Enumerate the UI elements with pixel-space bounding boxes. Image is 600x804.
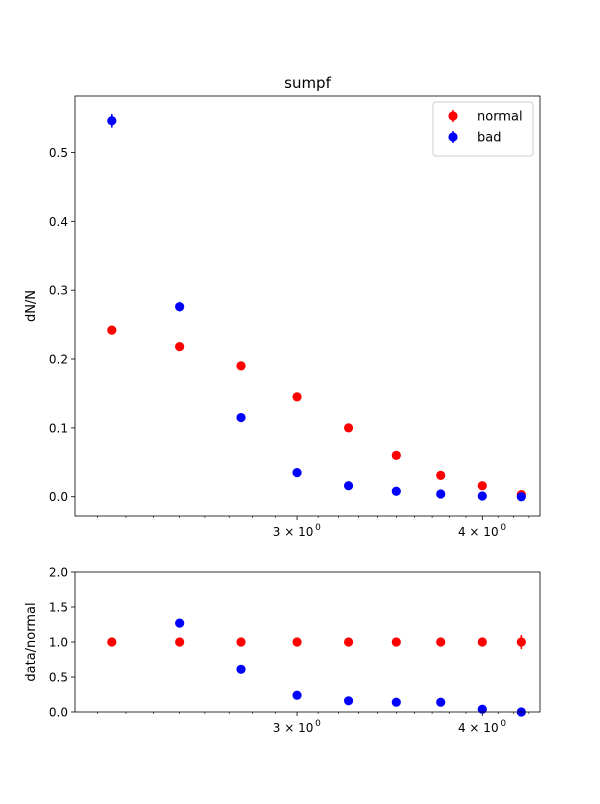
main-normal-point: [175, 342, 185, 352]
main-y-tick-label: 0.0: [49, 490, 68, 504]
ratio-y-axis-label: data/normal: [24, 602, 39, 681]
main-y-tick-label: 0.2: [49, 353, 68, 367]
main-x-tick-exponent: 0: [500, 523, 506, 533]
ratio-normal-point: [516, 637, 526, 647]
legend-box: [432, 101, 534, 157]
ratio-panel: 3 × 10 0 4 × 10 00.00.51.01.52.0: [49, 566, 541, 735]
ratio-bad-point: [391, 697, 401, 707]
main-bad-point: [477, 491, 487, 501]
ratio-y-tick-label: 0.0: [49, 706, 68, 720]
ratio-bad-point: [292, 690, 302, 700]
legend-bad-marker: [448, 132, 458, 142]
main-normal-point: [236, 361, 246, 371]
legend-bad-label: bad: [477, 131, 501, 146]
main-axes-frame: [74, 95, 541, 517]
main-x-tick-label: 3 × 10: [273, 525, 314, 539]
main-bad-point: [391, 486, 401, 496]
main-y-tick-label: 0.1: [49, 421, 68, 435]
main-bad-point: [516, 492, 526, 502]
main-normal-point: [436, 470, 446, 480]
main-normal-point: [477, 481, 487, 491]
main-y-axis-label: dN/N: [24, 290, 39, 322]
ratio-bad-point: [436, 697, 446, 707]
main-bad-point: [343, 481, 354, 491]
ratio-bad-point: [236, 664, 246, 674]
main-bad-point: [175, 302, 185, 312]
main-y-tick-label: 0.5: [49, 146, 68, 160]
ratio-x-tick-exponent: 0: [315, 719, 321, 729]
main-normal-point: [391, 450, 401, 461]
legend-normal-marker: [448, 111, 458, 121]
main-chart-title: sumpf: [284, 74, 331, 92]
main-x-tick-label: 4 × 10: [458, 525, 499, 539]
ratio-normal-point: [477, 637, 487, 647]
main-x-tick-exponent: 0: [315, 523, 321, 533]
main-y-tick-label: 0.4: [49, 215, 68, 229]
main-y-tick-label: 0.3: [49, 284, 68, 298]
legend-normal-label: normal: [477, 110, 523, 125]
legend: normal bad: [432, 101, 534, 157]
ratio-y-tick-label: 0.5: [49, 671, 68, 685]
ratio-normal-point: [236, 637, 246, 647]
ratio-bad-point: [175, 618, 185, 628]
ratio-normal-point: [391, 637, 401, 647]
main-normal-point: [292, 392, 302, 402]
ratio-bad-point: [343, 696, 354, 706]
ratio-normal-point: [436, 637, 446, 647]
ratio-bad-point: [477, 704, 487, 714]
main-bad-point: [292, 468, 302, 478]
main-bad-point: [236, 412, 246, 423]
main-bad-point: [436, 489, 446, 499]
ratio-normal-point: [292, 637, 302, 647]
ratio-x-tick-label: 4 × 10: [458, 721, 499, 735]
main-normal-point: [343, 423, 354, 433]
ratio-normal-point: [107, 637, 117, 647]
ratio-y-tick-label: 1.5: [49, 601, 68, 615]
ratio-x-tick-exponent: 0: [500, 719, 506, 729]
main-normal-point: [107, 325, 117, 335]
ratio-x-tick-label: 3 × 10: [273, 721, 314, 735]
ratio-y-tick-label: 1.0: [49, 636, 68, 650]
main-panel: 3 × 10 0 4 × 10 00.00.10.20.30.40.5normalba…: [49, 95, 541, 539]
ratio-y-tick-label: 2.0: [49, 566, 68, 580]
ratio-axes-frame: [74, 571, 541, 713]
ratio-normal-point: [175, 637, 185, 647]
ratio-normal-point: [343, 637, 354, 647]
main-bad-point: [107, 116, 117, 126]
